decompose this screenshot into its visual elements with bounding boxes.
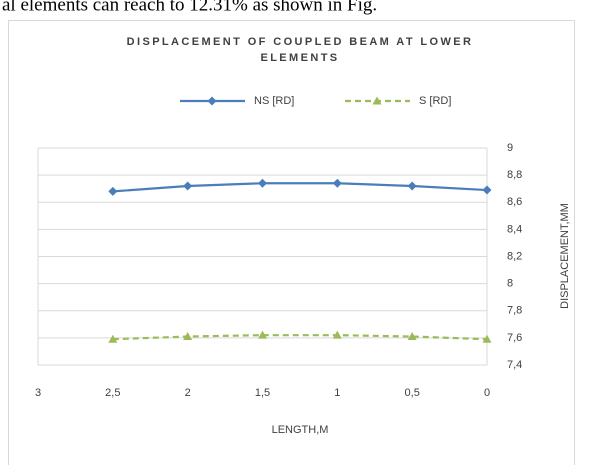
x-tick-label: 1 <box>334 387 340 399</box>
marker <box>183 181 193 191</box>
chart-frame <box>8 20 575 465</box>
y-tick-label: 8,2 <box>507 250 522 262</box>
marker <box>332 178 342 188</box>
marker <box>183 332 193 341</box>
marker <box>258 178 267 188</box>
marker <box>258 330 267 339</box>
y-tick-label: 7,4 <box>507 359 522 371</box>
x-tick-label: 2 <box>185 387 191 399</box>
x-axis-title: LENGTH,M <box>272 424 329 436</box>
x-tick-label: 1,5 <box>255 387 270 399</box>
y-tick-label: 9 <box>507 142 513 154</box>
chart-title: DISPLACEMENT OF COUPLED BEAM AT LOWER ELE… <box>127 36 474 64</box>
body-text: al elements can reach to 12.31% as shown… <box>2 0 377 15</box>
y-axis-title: DISPLACEMENT,MM <box>559 203 571 309</box>
y-tick-label: 8,4 <box>507 223 522 235</box>
y-tick-label: 8 <box>507 278 513 290</box>
marker <box>332 330 342 339</box>
y-tick-label: 8,6 <box>507 196 522 208</box>
legend-label: NS [RD] <box>254 95 294 107</box>
marker <box>108 334 118 343</box>
marker <box>407 332 417 341</box>
legend-marker <box>207 96 217 106</box>
x-tick-label: 0,5 <box>405 387 420 399</box>
marker <box>108 186 118 196</box>
series-line <box>112 182 488 193</box>
x-tick-label: 2,5 <box>105 387 120 399</box>
x-tick-label: 0 <box>484 387 490 399</box>
legend-label: S [RD] <box>419 95 451 107</box>
marker <box>482 334 492 343</box>
y-tick-label: 7,6 <box>507 332 522 344</box>
y-tick-label: 7,8 <box>507 305 522 317</box>
marker <box>407 181 417 191</box>
legend-marker <box>372 96 382 105</box>
series-line <box>112 334 488 341</box>
chart: DISPLACEMENT OF COUPLED BEAM AT LOWER ELE… <box>35 36 571 436</box>
y-tick-label: 8,8 <box>507 169 522 181</box>
x-tick-label: 3 <box>35 387 41 399</box>
marker <box>482 185 492 195</box>
